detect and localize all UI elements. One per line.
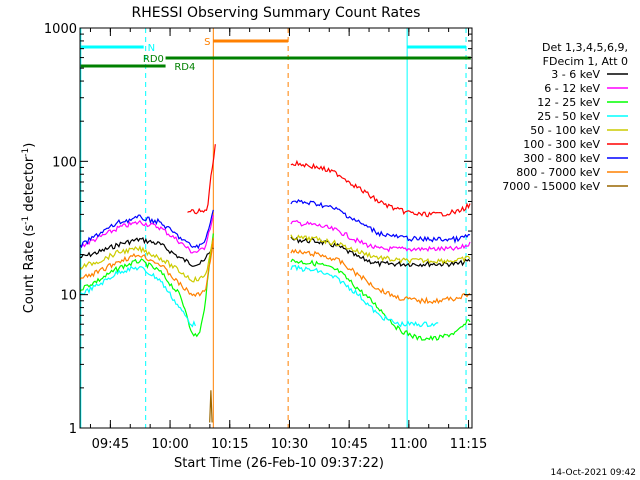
legend-label-12-25-kev: 12 - 25 keV: [537, 96, 600, 109]
y-axis-label: Count Rate (s-1 detector-1): [21, 143, 37, 314]
legend-label-100-300-kev: 100 - 300 keV: [523, 138, 600, 151]
state-bar-label-rd4: RD4: [174, 62, 195, 73]
series-line-12-25-kev: [79, 233, 214, 338]
series-line-300-800-kev: [290, 199, 471, 244]
series-line-7000-15000-kev: [209, 390, 213, 423]
footer-date: 14-Oct-2021 09:42: [551, 468, 636, 478]
series-line-50-100-kev: [79, 238, 214, 283]
series-line-3-6-kev: [79, 237, 214, 267]
x-tick-label: 10:15: [211, 437, 248, 452]
state-bar-label-n: N: [148, 43, 155, 54]
y-axis-label-part: detector: [22, 156, 37, 216]
x-tick-label: 10:45: [330, 437, 367, 452]
state-bar-label-s: S: [204, 37, 210, 48]
axes: 09:45 10:00 10:15 10:30 10:45 11:00 11:15 1 10 10…: [44, 22, 487, 452]
y-tick-label: 1: [69, 422, 77, 437]
y-axis-label-sup: -1: [21, 148, 31, 157]
legend-label-300-800-kev: 300 - 800 keV: [523, 152, 600, 165]
y-tick-label: 1000: [44, 22, 77, 37]
series-line-50-100-kev: [290, 234, 471, 265]
x-tick-label: 09:45: [92, 437, 129, 452]
y-axis-label-sup: -1: [21, 216, 31, 225]
x-axis-label: Start Time (26-Feb-10 09:37:22): [174, 456, 384, 471]
y-axis-label-part: Count Rate (s: [22, 225, 37, 314]
x-tick-label: 11:15: [450, 437, 487, 452]
vertical-markers: [80, 28, 467, 428]
legend-label-3-6-kev: 3 - 6 keV: [551, 68, 600, 81]
x-tick-label: 10:30: [271, 437, 308, 452]
series-line-300-800-kev: [79, 209, 214, 250]
legend-label-800-7000-kev: 800 - 7000 keV: [516, 166, 600, 179]
legend-label-25-50-kev: 25 - 50 keV: [537, 110, 600, 123]
series-line-25-50-kev: [290, 264, 439, 328]
series-line-6-12-kev: [290, 219, 471, 253]
legend-label-6-12-kev: 6 - 12 keV: [544, 82, 600, 95]
series-line-25-50-kev: [79, 265, 196, 328]
chart-title: RHESSI Observing Summary Count Rates: [132, 5, 421, 21]
legend: Det 1,3,4,5,6,9,FDecim 1, Att 03 - 6 keV…: [502, 41, 628, 193]
legend-label-50-100-kev: 50 - 100 keV: [530, 124, 600, 137]
series-line-800-7000-kev: [79, 237, 214, 298]
legend-header: FDecim 1, Att 0: [543, 55, 628, 68]
plot-frame: [79, 27, 473, 429]
y-tick-label: 100: [52, 155, 77, 170]
series-line-100-300-kev: [290, 159, 471, 218]
legend-header: Det 1,3,4,5,6,9,: [542, 41, 628, 54]
state-bar-label-rd0: RD0: [143, 54, 164, 65]
series-line-6-12-kev: [79, 215, 214, 254]
series-line-100-300-kev: [187, 144, 216, 215]
x-tick-label: 11:00: [390, 437, 427, 452]
x-tick-label: 10:00: [151, 437, 188, 452]
y-tick-label: 10: [60, 289, 77, 304]
series-lines: [79, 144, 471, 423]
legend-label-7000-15000-kev: 7000 - 15000 keV: [502, 180, 600, 193]
series-line-12-25-kev: [290, 258, 471, 341]
y-axis-label-part: ): [22, 143, 37, 148]
series-line-800-7000-kev: [290, 248, 471, 305]
